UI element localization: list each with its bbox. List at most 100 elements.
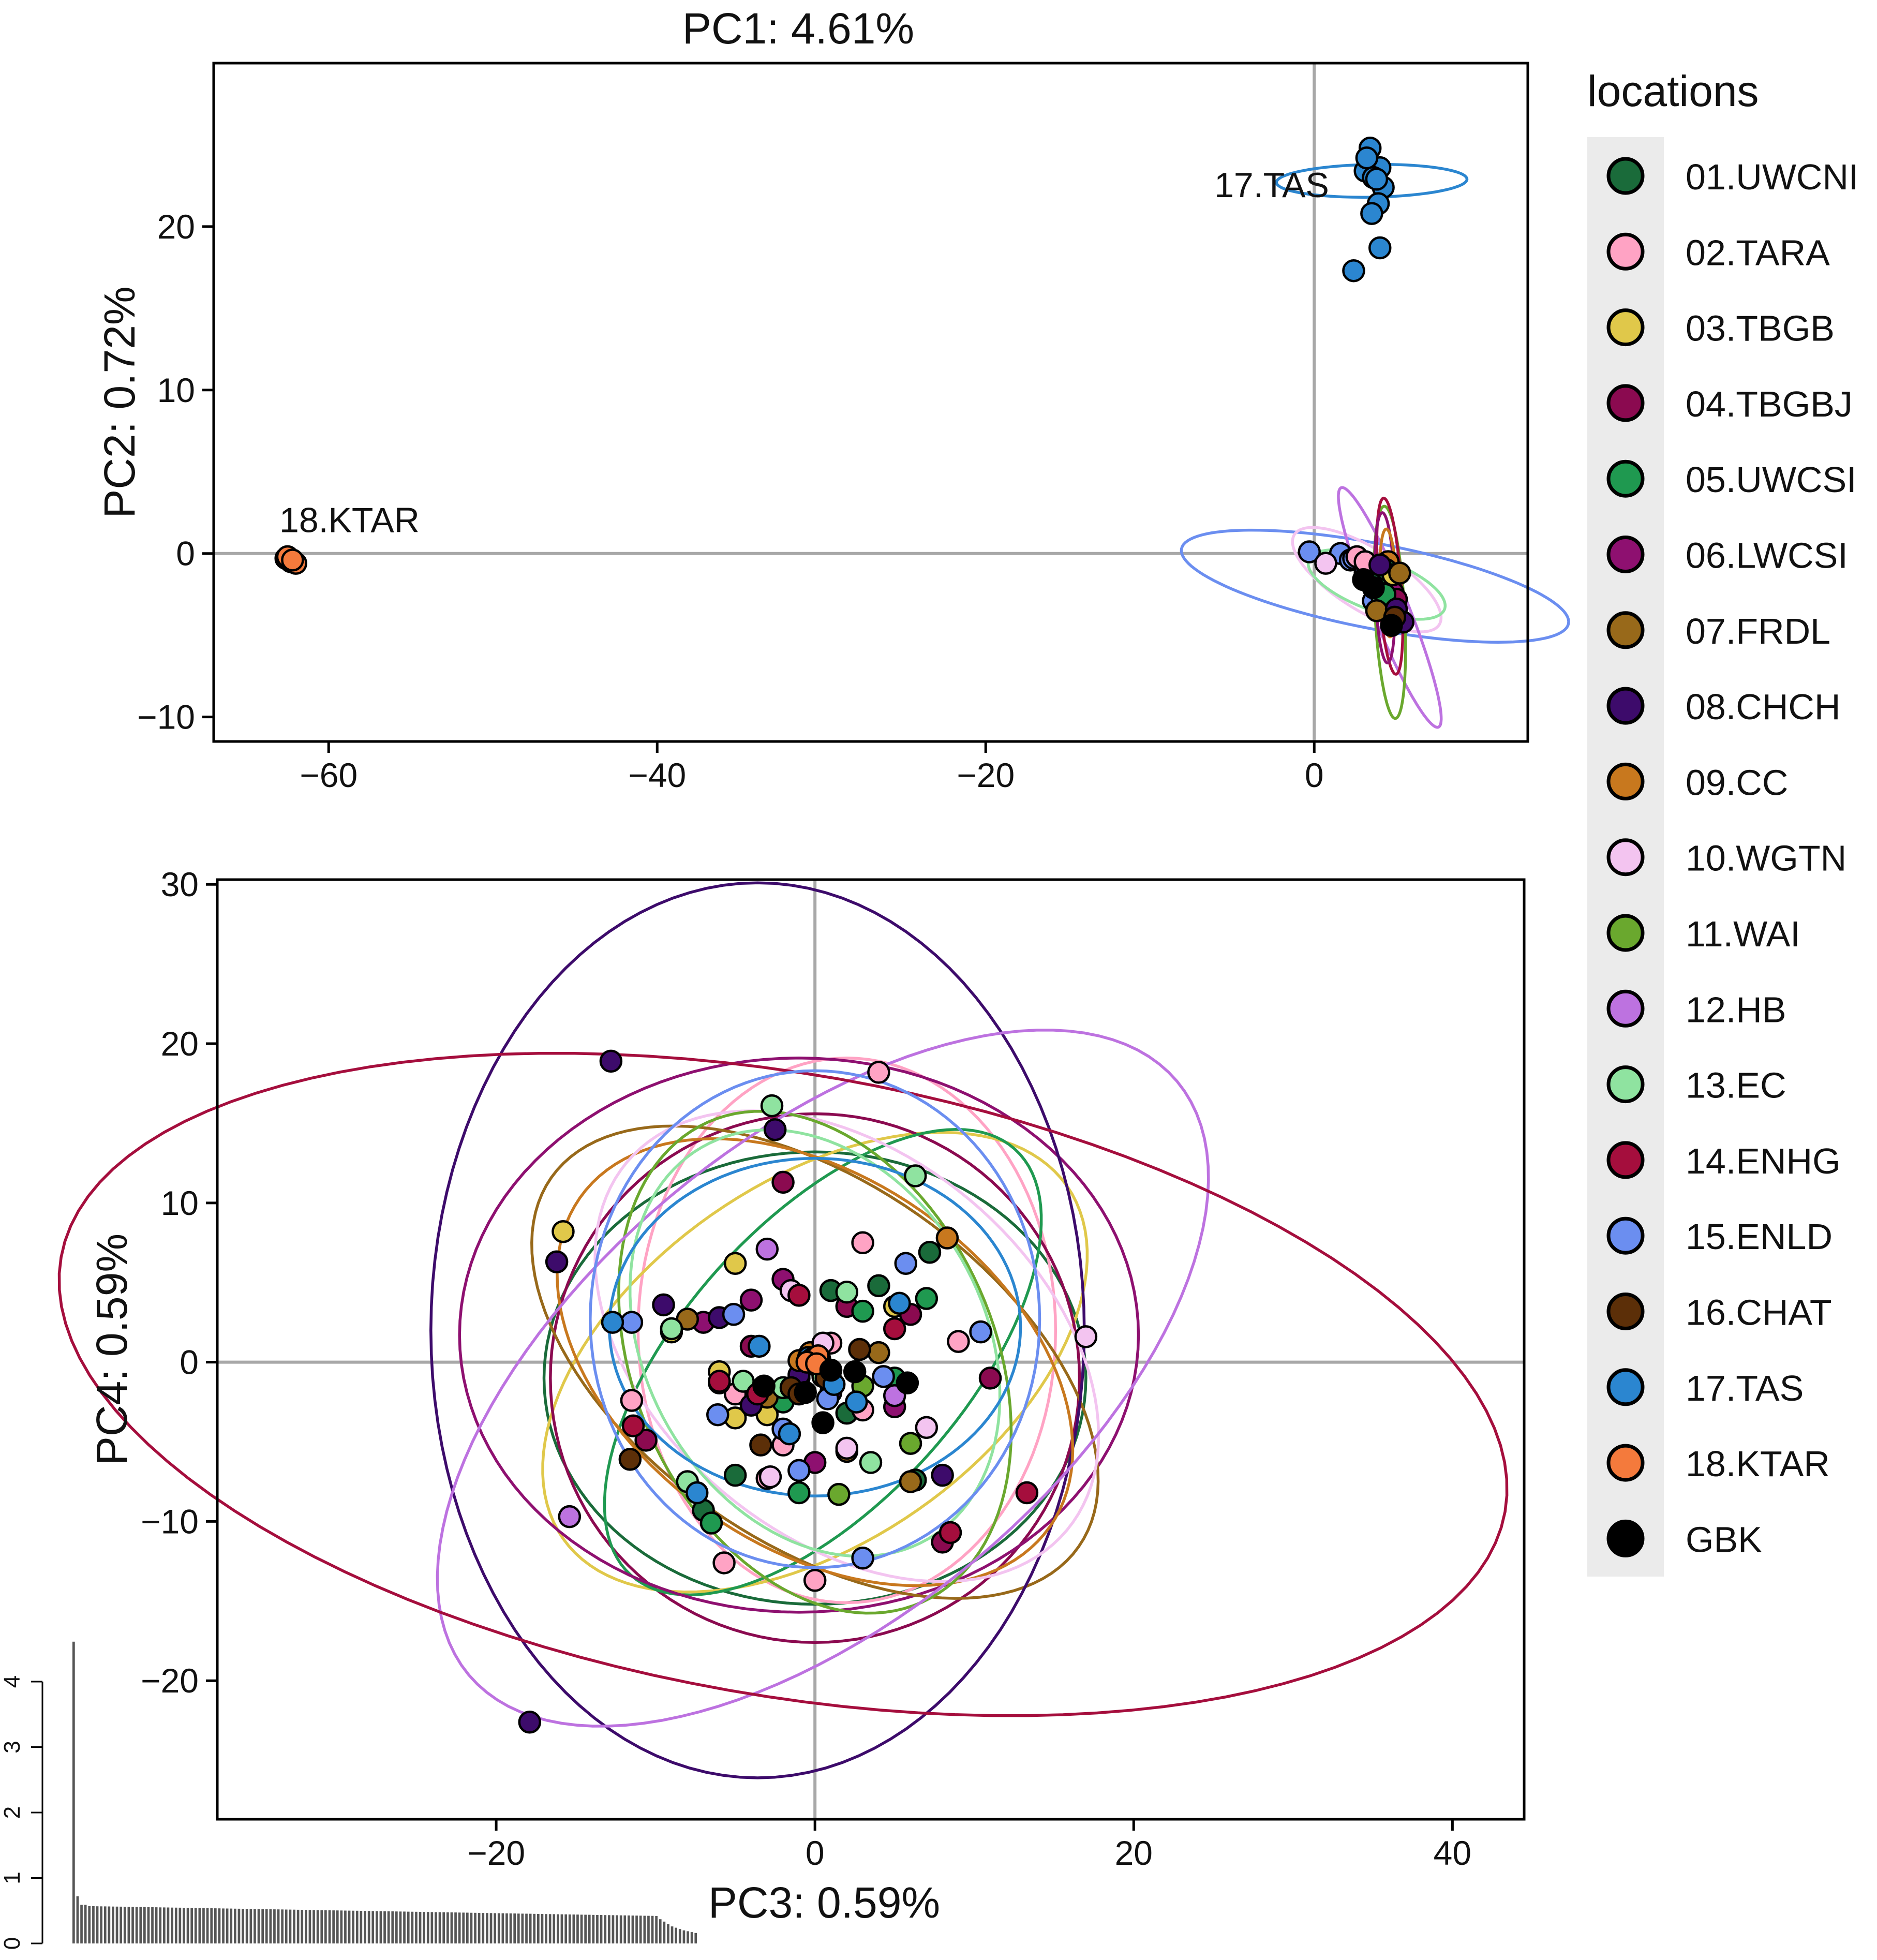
point-15-enld [620, 1311, 644, 1334]
y-tick-label: −20 [141, 1661, 199, 1700]
eigen-bar [120, 1906, 122, 1943]
eigen-bar [474, 1912, 476, 1943]
legend-key-06-lwcsi [1606, 536, 1645, 573]
x-tick-label: −60 [300, 756, 357, 794]
point-16-chat [618, 1448, 642, 1471]
eigen-bar [383, 1911, 386, 1943]
legend-key-09-cc [1606, 762, 1645, 800]
point-14-enhg [938, 1521, 962, 1545]
eigen-bar [600, 1915, 603, 1943]
legend-key-16-chat [1606, 1293, 1645, 1330]
eigen-bar [92, 1906, 95, 1943]
eigen-bar [628, 1915, 630, 1943]
legend-label: 17.TAS [1686, 1368, 1804, 1408]
legend-key-10-wgtn [1606, 838, 1645, 877]
point-01-uwcni [918, 1240, 942, 1264]
eigen-bar [230, 1908, 233, 1943]
eigen-bar [234, 1908, 236, 1943]
point-15-enld [706, 1403, 729, 1427]
annotation-label: 17.TAS [1214, 166, 1329, 205]
ellipse-11-wai [1373, 504, 1407, 720]
eigen-bar [639, 1916, 642, 1943]
eigen-bar [525, 1913, 528, 1943]
eigen-bar [553, 1914, 556, 1943]
eigen-bar [407, 1911, 410, 1943]
legend-key-11-wai [1606, 914, 1645, 952]
eigen-bar [659, 1919, 662, 1943]
eigen-bar [517, 1913, 520, 1943]
eigen-bar [115, 1906, 118, 1943]
point-15-enld [1298, 540, 1321, 563]
eigen-bar [560, 1914, 563, 1943]
eigen-y-tick-label: 3 [0, 1741, 25, 1753]
eigen-bar [430, 1912, 434, 1943]
point-11-wai [899, 1432, 922, 1455]
eigen-bar [296, 1909, 300, 1943]
legend-label: 12.HB [1686, 989, 1786, 1030]
ellipse-12-hb [1337, 486, 1443, 729]
eigen-bar [103, 1906, 107, 1943]
legend-key-14-enhg [1606, 1141, 1645, 1179]
eigen-bar [194, 1908, 197, 1943]
ellipse-01-uwcni [542, 1150, 1088, 1606]
point-01-uwcni [723, 1463, 747, 1487]
ellipse-15-enld [1180, 528, 1570, 644]
eigen-bar [635, 1916, 638, 1943]
eigen-bar [391, 1911, 394, 1943]
eigen-bar [367, 1911, 370, 1943]
plot-frame [212, 62, 1529, 743]
point-14-enhg [883, 1317, 906, 1341]
eigen-bar [438, 1912, 441, 1943]
eigen-bar [265, 1909, 268, 1943]
y-tick-label: 30 [161, 865, 199, 903]
point-17-tas [845, 1390, 868, 1414]
legend-title: locations [1587, 67, 1759, 115]
legend-label: 02.TARA [1686, 232, 1830, 273]
eigen-bar [663, 1921, 666, 1943]
ellipse-04-tbgbj [549, 1112, 1081, 1644]
point-14-enhg [1015, 1481, 1039, 1505]
point-10-wgtn [915, 1416, 938, 1439]
point-10-wgtn [1074, 1325, 1098, 1348]
eigen-bar [360, 1911, 363, 1943]
point-10-wgtn [1314, 552, 1337, 575]
eigen-bar [222, 1908, 225, 1943]
x-tick-label: −40 [628, 756, 686, 794]
y-tick-label: 10 [161, 1184, 199, 1222]
eigen-bar [143, 1907, 146, 1943]
eigen-bar [466, 1912, 469, 1943]
eigen-bar [604, 1915, 607, 1943]
point-14-enhg [621, 1414, 645, 1437]
eigen-bar [376, 1911, 378, 1943]
legend-key-05-uwcsi [1606, 459, 1645, 498]
point-gbk [752, 1374, 776, 1398]
eigen-bar [293, 1909, 295, 1943]
eigen-bar [423, 1912, 425, 1943]
eigen-bar [651, 1916, 654, 1943]
eigen-bar [163, 1907, 166, 1943]
legend-label: 06.LWCSI [1686, 536, 1848, 576]
eigen-bar [198, 1908, 201, 1943]
point-08-chch [599, 1049, 623, 1073]
eigen-bar [340, 1910, 343, 1943]
point-04-tbgbj [771, 1170, 795, 1194]
y-tick-label: 20 [161, 1024, 199, 1063]
point-07-frdl [899, 1470, 922, 1493]
point-15-enld [851, 1546, 874, 1570]
y-tick-label: −10 [137, 698, 195, 736]
legend-key-18-ktar [1606, 1444, 1645, 1482]
legend-label: 07.FRDL [1686, 611, 1830, 651]
eigen-bar [202, 1908, 205, 1943]
eigen-bar [336, 1910, 339, 1943]
eigen-bar [671, 1926, 674, 1943]
point-17-tas [1365, 168, 1389, 191]
eigen-bar [371, 1911, 375, 1943]
eigen-bar [285, 1909, 288, 1943]
point-14-enhg [708, 1370, 731, 1393]
legend-label: 11.WAI [1686, 914, 1800, 954]
eigen-bar [612, 1915, 615, 1943]
eigen-bar [667, 1924, 669, 1943]
ellipse-03-tbgb [541, 1131, 1089, 1594]
legend-key-12-hb [1606, 989, 1645, 1028]
legend-key-01-uwcni [1606, 157, 1645, 195]
